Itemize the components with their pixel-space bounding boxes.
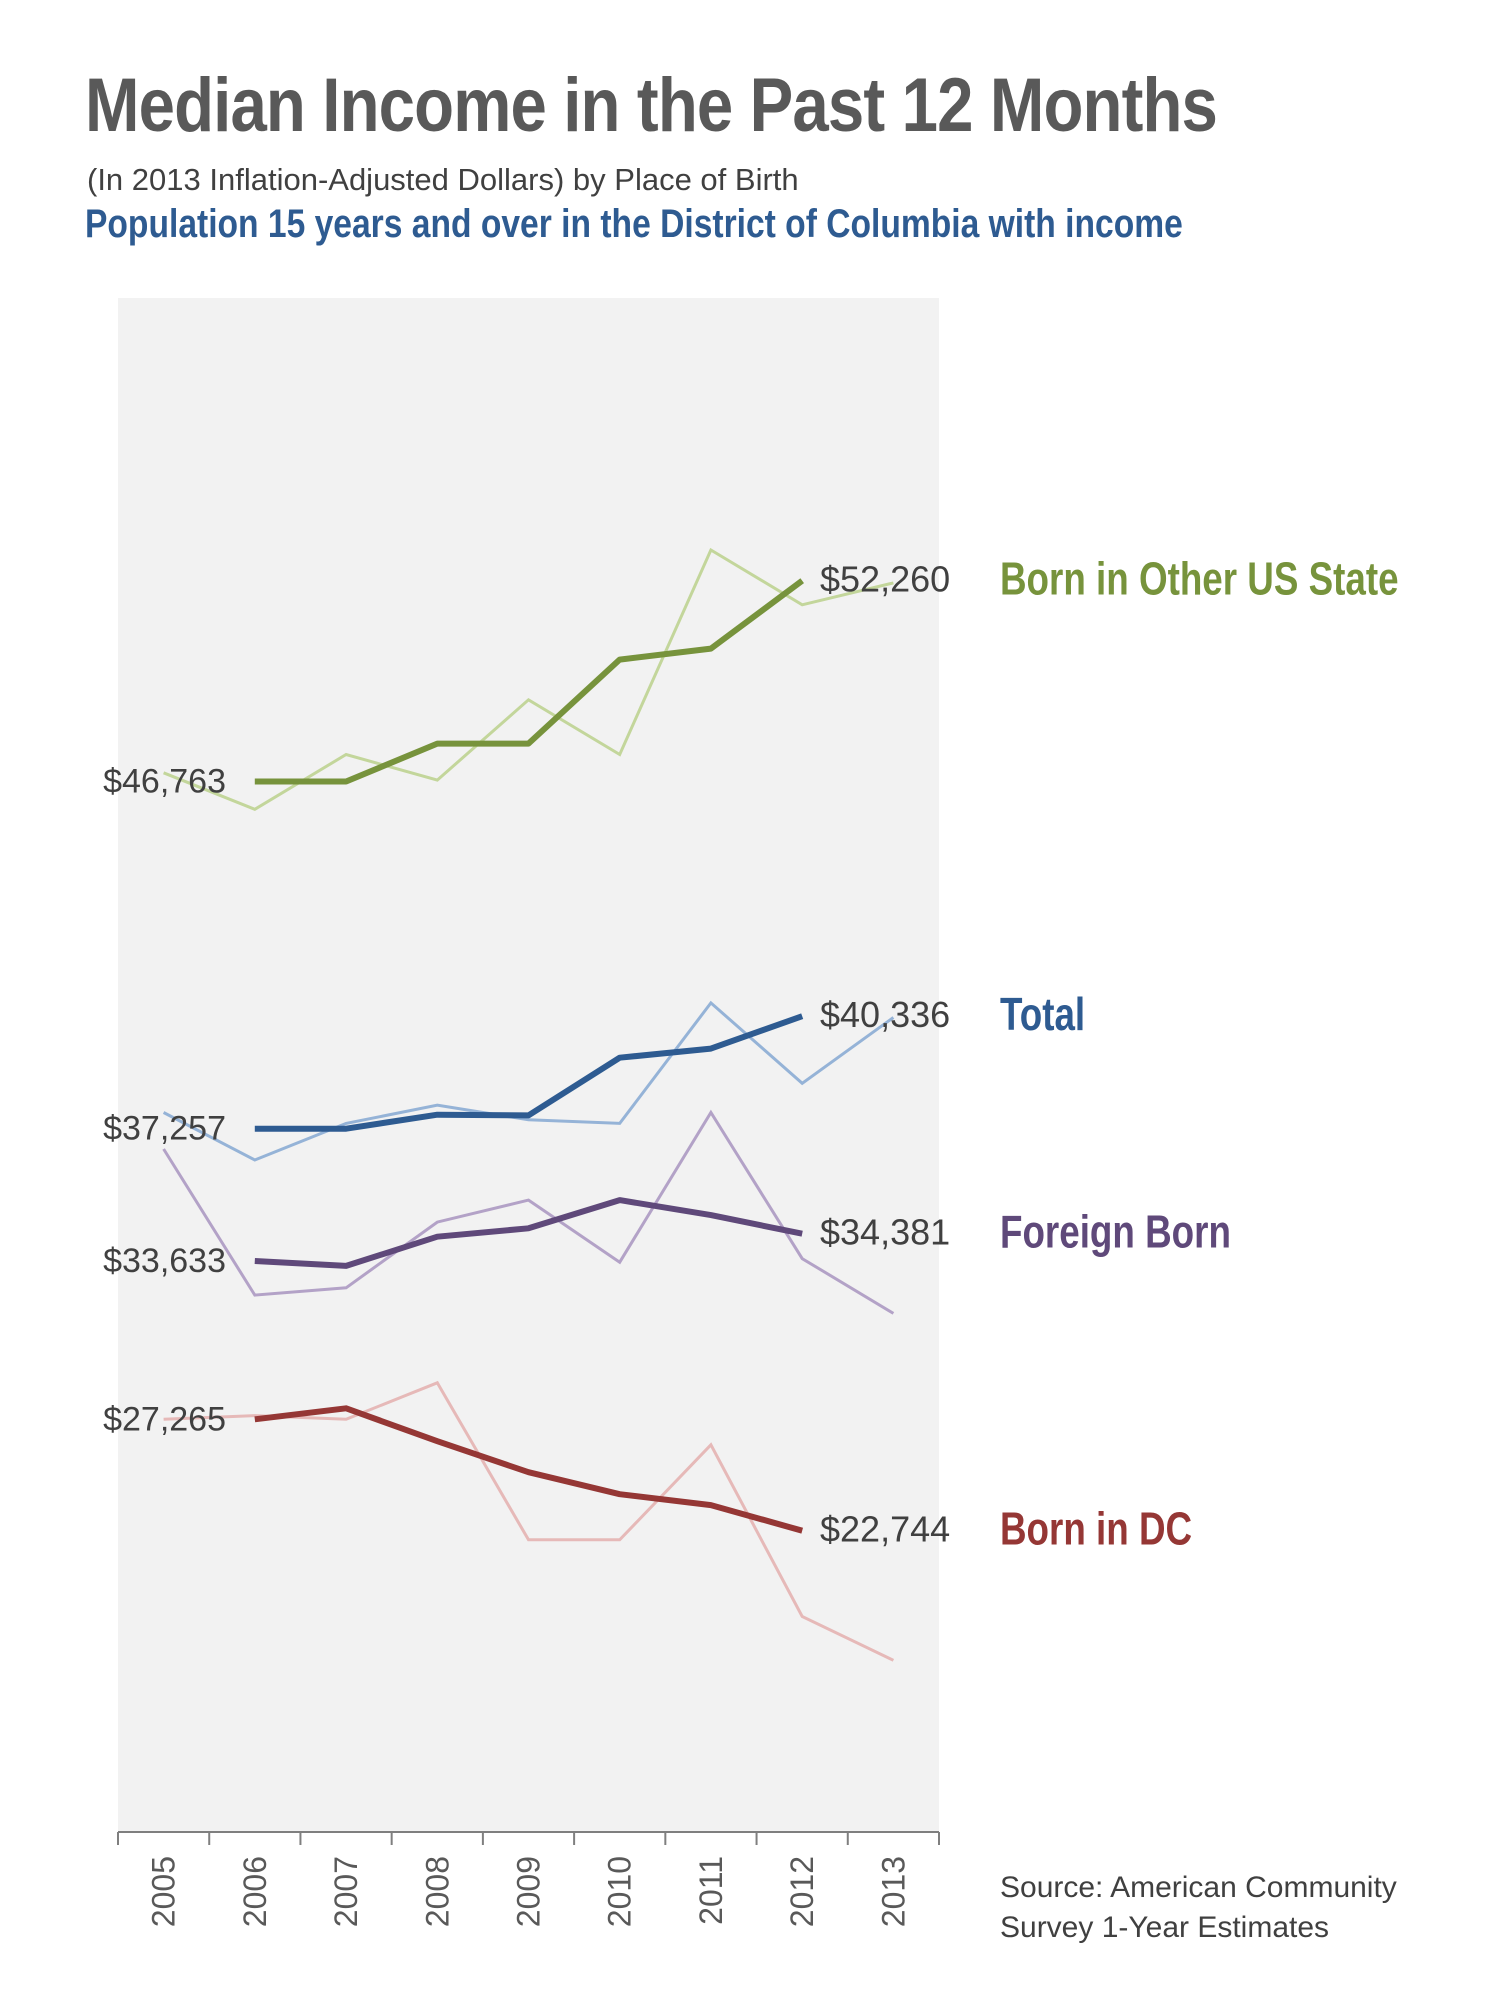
start-value-label: $27,265 — [103, 1400, 226, 1438]
x-tick-label: 2009 — [511, 1856, 547, 1927]
source-line-2: Survey 1-Year Estimates — [1000, 1911, 1330, 1944]
end-value-label: $52,260 — [820, 559, 950, 600]
start-value-label: $33,633 — [103, 1242, 226, 1280]
chart-subtitle-population: Population 15 years and over in the Dist… — [85, 202, 1183, 246]
trend-line-foreign-born — [254, 1197, 803, 1269]
series-name-label: Foreign Born — [1000, 1206, 1231, 1258]
end-value-label: $34,381 — [820, 1212, 950, 1253]
series-name-label: Born in DC — [1000, 1503, 1192, 1555]
x-tick-label: 2008 — [419, 1856, 455, 1927]
series-name-label: Born in Other US State — [1000, 553, 1399, 605]
x-tick-label: 2005 — [146, 1856, 182, 1927]
x-tick-label: 2013 — [875, 1856, 911, 1927]
chart-subtitle: (In 2013 Inflation-Adjusted Dollars) by … — [87, 162, 799, 197]
start-value-label: $46,763 — [103, 762, 226, 800]
end-value-label: $22,744 — [820, 1509, 950, 1550]
x-tick-label: 2006 — [237, 1856, 273, 1927]
plot-area — [118, 298, 939, 1832]
x-tick-label: 2010 — [602, 1856, 638, 1927]
x-tick-label: 2012 — [784, 1856, 820, 1927]
start-value-label: $37,257 — [103, 1110, 226, 1148]
series-line-total — [162, 1000, 895, 1162]
end-value-label: $40,336 — [820, 994, 950, 1035]
trend-line-total — [254, 1013, 804, 1132]
trend-line-born-in-dc — [254, 1405, 804, 1534]
x-tick-label: 2007 — [328, 1856, 364, 1927]
series-line-born-in-other-us-state — [163, 547, 894, 811]
x-tick-label: 2011 — [693, 1856, 729, 1925]
source-note: Source: American Community Survey 1-Year… — [1000, 1868, 1397, 1948]
chart-title: Median Income in the Past 12 Months — [85, 63, 1218, 148]
series-line-foreign-born — [162, 1109, 895, 1315]
series-name-label: Total — [1000, 988, 1085, 1040]
source-line-1: Source: American Community — [1000, 1871, 1397, 1904]
trend-line-born-in-other-us-state — [254, 578, 804, 785]
